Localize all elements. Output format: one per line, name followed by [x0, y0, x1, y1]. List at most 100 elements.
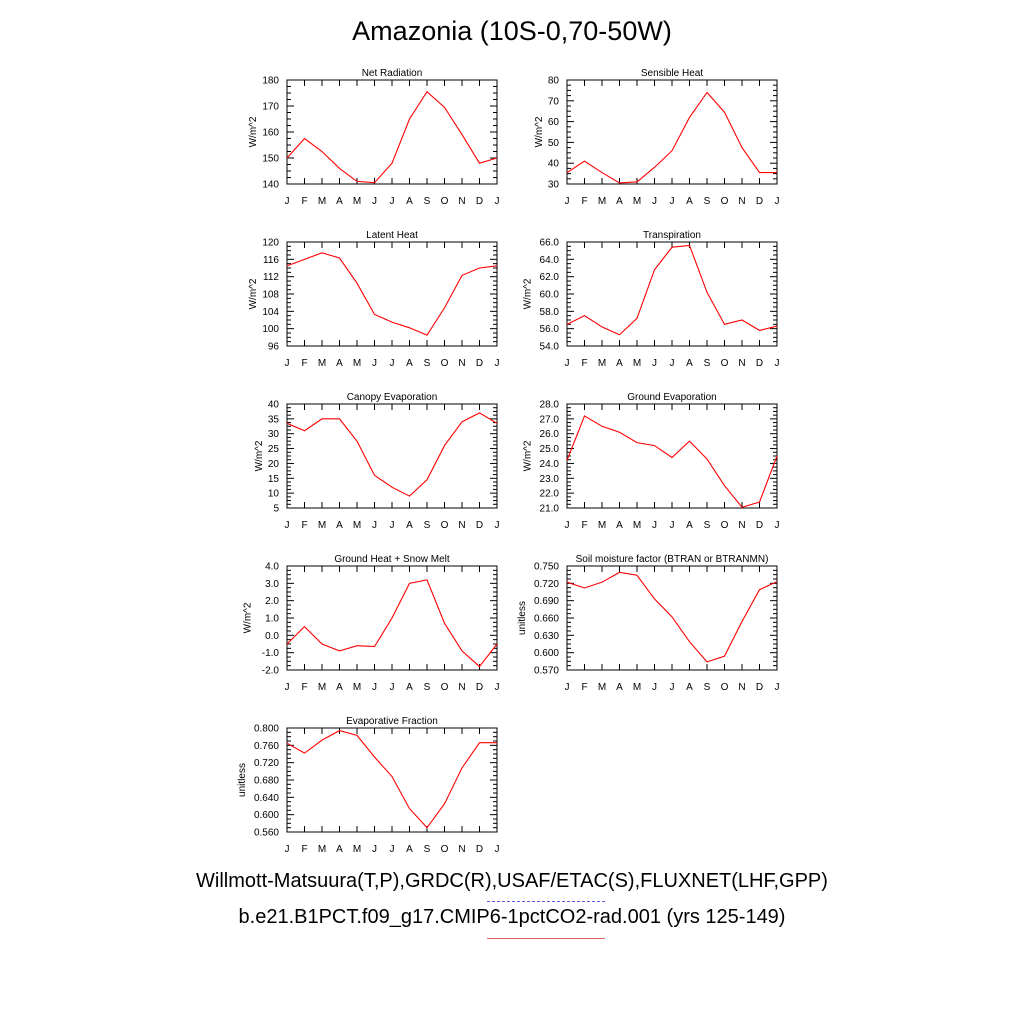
y-tick-label: 0.630: [534, 631, 559, 642]
x-tick-label: S: [704, 520, 711, 531]
panel-title: Transpiration: [643, 230, 701, 241]
x-tick-label: J: [565, 520, 570, 531]
x-tick-label: A: [406, 682, 413, 693]
x-tick-label: M: [353, 844, 361, 855]
x-tick-label: J: [285, 682, 290, 693]
y-tick-label: 0.800: [254, 724, 279, 735]
y-tick-label: 20: [268, 459, 280, 470]
x-tick-label: S: [424, 196, 431, 207]
x-tick-label: S: [424, 844, 431, 855]
x-tick-label: A: [406, 358, 413, 369]
legend-model-line-key: [487, 938, 605, 939]
x-tick-label: M: [353, 682, 361, 693]
y-tick-label: 160: [262, 128, 279, 139]
x-tick-label: N: [738, 682, 745, 693]
x-tick-label: N: [458, 520, 465, 531]
x-tick-label: D: [476, 358, 483, 369]
x-tick-label: M: [633, 520, 641, 531]
y-axis-label: W/m^2: [254, 440, 265, 471]
x-tick-label: J: [652, 358, 657, 369]
x-tick-label: A: [616, 682, 623, 693]
y-tick-label: 23.0: [540, 474, 560, 485]
y-tick-label: 62.0: [540, 272, 560, 283]
y-tick-label: 60.0: [540, 290, 560, 301]
panel-latent-heat: Latent Heat J F M A M J J A S O N D J 96 100 104 108 112 11…: [248, 230, 499, 369]
x-tick-label: M: [318, 196, 326, 207]
x-tick-label: A: [406, 844, 413, 855]
y-tick-label: 28.0: [540, 400, 560, 411]
x-tick-label: A: [336, 196, 343, 207]
y-axis-label: unitless: [237, 763, 248, 797]
x-tick-label: F: [301, 844, 307, 855]
x-tick-label: J: [495, 682, 500, 693]
plot-frame: [566, 79, 778, 185]
y-tick-label: 0.680: [254, 776, 279, 787]
x-tick-label: S: [424, 682, 431, 693]
y-tick-label: 80: [548, 76, 560, 87]
y-tick-label: 108: [262, 290, 279, 301]
y-tick-label: 0.600: [534, 648, 559, 659]
y-tick-label: 4.0: [265, 562, 279, 573]
x-tick-label: J: [285, 520, 290, 531]
x-tick-label: O: [441, 844, 449, 855]
legend-observations-line-key: [487, 901, 605, 902]
x-tick-label: J: [285, 358, 290, 369]
x-tick-label: N: [458, 196, 465, 207]
x-tick-label: M: [633, 682, 641, 693]
x-tick-label: J: [495, 844, 500, 855]
x-tick-label: O: [441, 196, 449, 207]
x-tick-label: D: [476, 844, 483, 855]
x-tick-label: M: [598, 358, 606, 369]
y-tick-label: 40: [268, 400, 280, 411]
x-tick-label: J: [775, 358, 780, 369]
x-tick-label: A: [616, 358, 623, 369]
x-tick-label: D: [476, 682, 483, 693]
x-tick-label: N: [458, 844, 465, 855]
x-tick-label: F: [301, 520, 307, 531]
plot-frame: [286, 79, 498, 185]
x-tick-label: D: [756, 358, 763, 369]
x-tick-label: S: [704, 196, 711, 207]
x-tick-label: A: [616, 196, 623, 207]
x-tick-label: A: [686, 682, 693, 693]
y-tick-label: 0.760: [254, 741, 279, 752]
x-tick-label: D: [756, 520, 763, 531]
x-tick-label: O: [441, 682, 449, 693]
x-tick-label: J: [390, 196, 395, 207]
x-tick-label: J: [565, 196, 570, 207]
x-tick-label: A: [336, 358, 343, 369]
x-tick-label: J: [372, 196, 377, 207]
y-tick-label: 0.690: [534, 596, 559, 607]
series-line: [566, 244, 778, 336]
x-tick-label: M: [318, 682, 326, 693]
series-line: [566, 571, 778, 663]
x-tick-label: J: [390, 520, 395, 531]
y-axis-label: unitless: [517, 601, 528, 635]
panel-ground-heat-snow-melt: Ground Heat + Snow Melt J F M A M J J A S O N D J -2.0…: [243, 554, 500, 693]
y-tick-label: 1.0: [265, 614, 279, 625]
panel-title: Soil moisture factor (BTRAN or BTRANMN): [576, 554, 769, 565]
x-tick-label: S: [704, 358, 711, 369]
x-tick-label: M: [353, 358, 361, 369]
x-tick-label: J: [390, 682, 395, 693]
x-tick-label: J: [372, 844, 377, 855]
x-tick-label: N: [738, 358, 745, 369]
y-tick-label: 5: [273, 504, 279, 515]
y-tick-label: 56.0: [540, 324, 560, 335]
x-tick-label: J: [495, 358, 500, 369]
legend-model: b.e21.B1PCT.f09_g17.CMIP6-1pctCO2-rad.00…: [238, 906, 786, 928]
panel-title: Sensible Heat: [641, 68, 703, 79]
x-tick-label: J: [390, 358, 395, 369]
x-tick-label: A: [336, 682, 343, 693]
x-tick-label: N: [738, 520, 745, 531]
x-tick-label: F: [301, 196, 307, 207]
x-tick-label: J: [372, 520, 377, 531]
x-tick-label: F: [581, 682, 587, 693]
y-tick-label: 96: [268, 342, 280, 353]
x-tick-label: J: [652, 682, 657, 693]
x-tick-label: J: [495, 196, 500, 207]
x-tick-label: A: [336, 520, 343, 531]
x-tick-label: J: [565, 682, 570, 693]
x-tick-label: J: [670, 196, 675, 207]
